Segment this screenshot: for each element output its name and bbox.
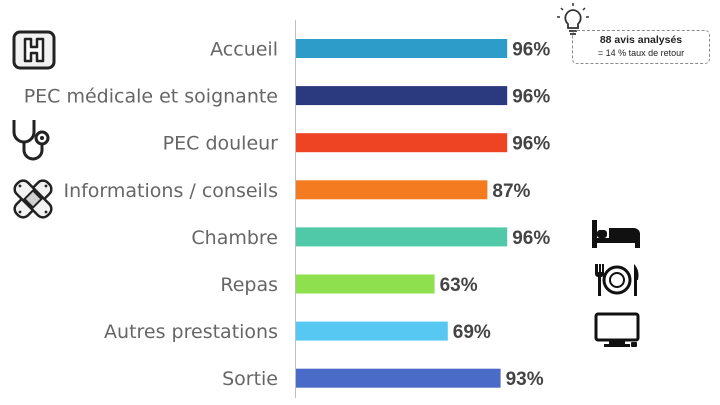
category-label-8: Sortie xyxy=(222,368,278,390)
value-label-5: 96% xyxy=(512,228,550,249)
bandage-icon xyxy=(13,179,53,219)
stethoscope-icon xyxy=(12,120,50,161)
bars-group xyxy=(296,39,508,388)
value-labels-group: 96% 96% 96% 87% 96% 63% 69% 93% xyxy=(440,40,551,391)
category-label-2: PEC médicale et soignante xyxy=(24,86,278,108)
category-label-5: Chambre xyxy=(191,227,278,249)
cutlery-plate-icon xyxy=(595,264,639,296)
category-labels-group: Accueil PEC médicale et soignante PEC doul… xyxy=(24,39,278,391)
bar-5 xyxy=(296,227,508,247)
category-label-1: Accueil xyxy=(210,39,278,61)
note-review-count: 88 avis analysés xyxy=(599,34,683,46)
hospital-sign-icon xyxy=(12,30,56,70)
bar-2 xyxy=(296,86,508,106)
value-label-3: 96% xyxy=(512,134,550,155)
bar-8 xyxy=(296,368,501,388)
bar-6 xyxy=(296,274,435,294)
bar-7 xyxy=(296,321,448,341)
value-label-6: 63% xyxy=(440,275,478,296)
value-label-8: 93% xyxy=(506,369,544,390)
category-label-3: PEC douleur xyxy=(163,133,279,155)
category-label-7: Autres prestations xyxy=(104,321,278,343)
value-label-1: 96% xyxy=(512,40,550,61)
bar-1 xyxy=(296,39,508,58)
lightbulb-icon xyxy=(557,3,589,35)
value-label-4: 87% xyxy=(492,181,530,202)
sample-note-box: 88 avis analysés = 14 % taux de retour xyxy=(572,30,710,64)
value-label-2: 96% xyxy=(512,87,550,108)
value-label-7: 69% xyxy=(453,322,491,343)
bar-4 xyxy=(296,180,488,200)
category-label-6: Repas xyxy=(220,274,278,296)
bed-icon xyxy=(592,220,640,248)
category-label-4: Informations / conseils xyxy=(63,180,278,202)
tv-icon xyxy=(594,312,640,347)
note-response-rate: = 14 % taux de retour xyxy=(597,48,685,58)
bar-3 xyxy=(296,133,508,153)
